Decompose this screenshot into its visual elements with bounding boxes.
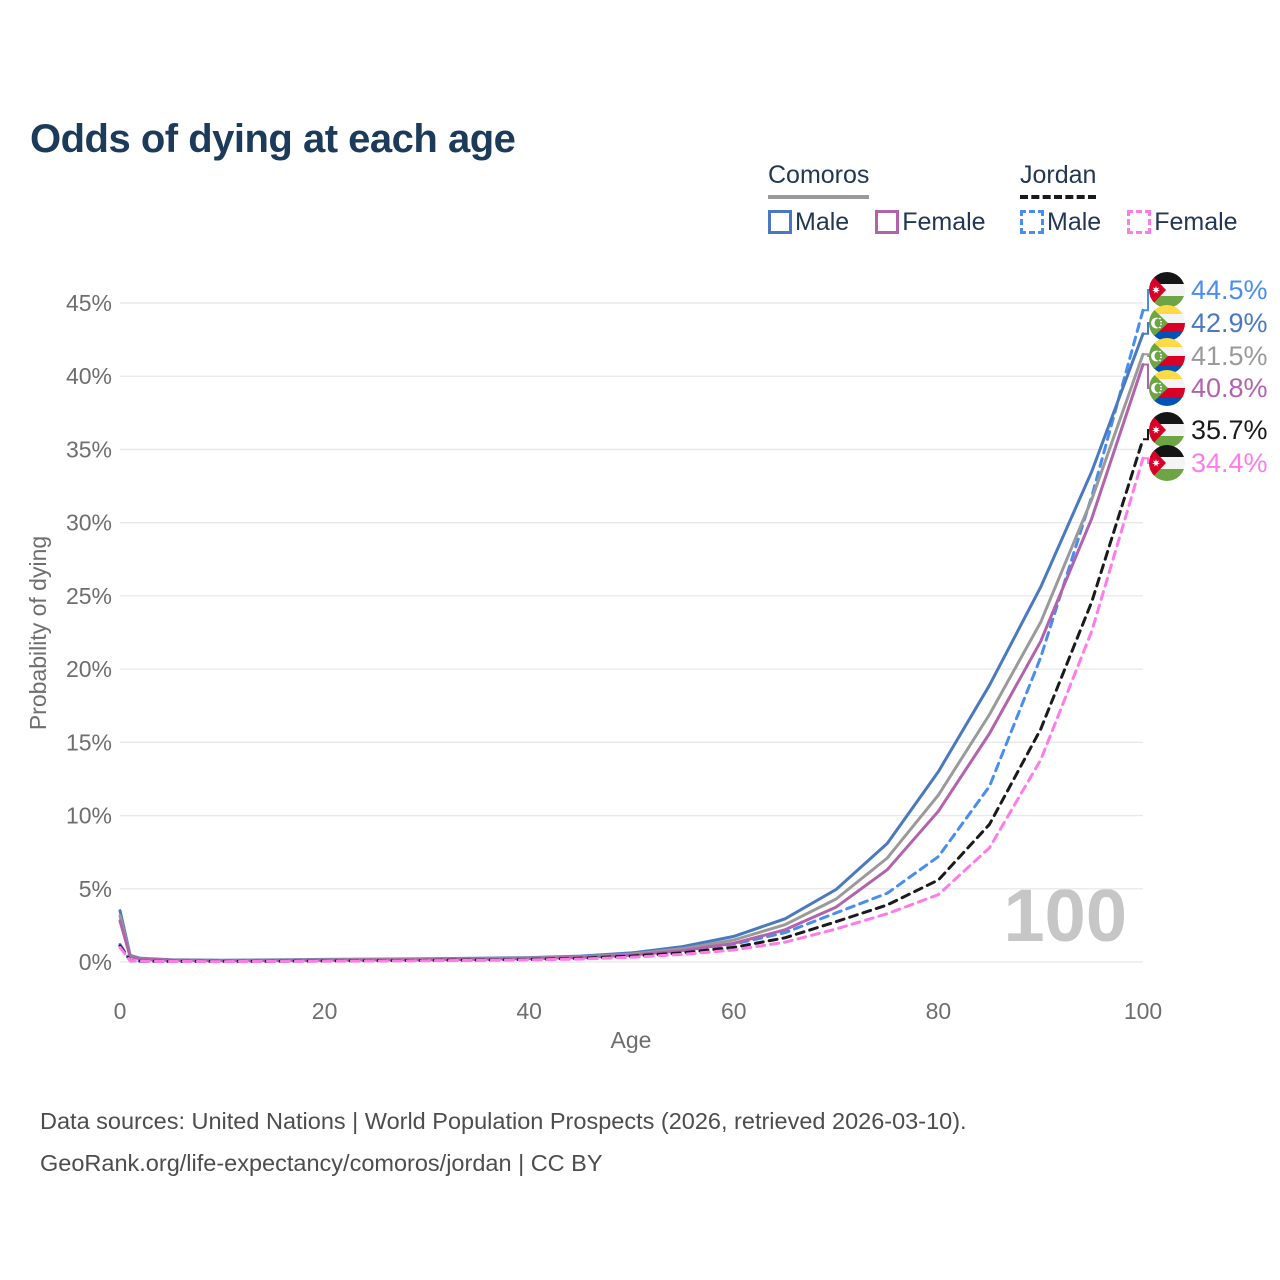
comoros-flag-icon [1149, 370, 1185, 406]
end-value-label-comoros-both-sexes: 41.5% [1191, 341, 1268, 371]
legend-country-comoros[interactable]: Comoros [768, 161, 870, 199]
series-line-comoros-both-sexes[interactable] [118, 352, 1145, 962]
legend-item-label: Male [1047, 207, 1102, 236]
line-style-swatch-icon [1020, 210, 1044, 234]
y-tick-label: 40% [66, 363, 112, 389]
legend-item-label: Female [1154, 207, 1238, 236]
data-sources-note: Data sources: United Nations | World Pop… [40, 1108, 967, 1134]
legend-row: Male Female [1020, 208, 1238, 237]
x-axis-title: Age [611, 1027, 652, 1053]
jordan-flag-icon [1149, 412, 1185, 448]
y-tick-label: 20% [66, 656, 112, 682]
end-value-label-comoros-female: 40.8% [1191, 373, 1268, 403]
gridlines [120, 302, 1143, 963]
x-tick-label: 80 [926, 998, 952, 1024]
legend-country-jordan[interactable]: Jordan [1020, 161, 1097, 199]
end-value-label-comoros-male: 42.9% [1191, 308, 1268, 338]
end-value-label-jordan-male: 44.5% [1191, 275, 1268, 305]
series-line-jordan-male[interactable] [118, 308, 1145, 963]
legend-row: Male Female [768, 208, 986, 237]
x-tick-label: 60 [721, 998, 747, 1024]
series-end-labels: 44.5%42.9%41.5%40.8% 35.7%34.4% [1143, 272, 1268, 481]
page-title: Odds of dying at each age [30, 116, 516, 161]
legend-item-label: Female [902, 207, 986, 236]
legend-group-comoros: Comoros Male Female [768, 161, 986, 237]
y-tick-label: 15% [66, 729, 112, 755]
y-tick-label: 5% [79, 876, 112, 902]
y-tick-label: 0% [79, 949, 112, 975]
x-tick-label: 0 [114, 998, 127, 1024]
series-line-comoros-male[interactable] [118, 332, 1145, 962]
legend-item-jordan-male[interactable]: Male [1020, 208, 1101, 237]
line-style-swatch-icon [875, 210, 900, 234]
x-tick-label: 40 [516, 998, 542, 1024]
comoros-flag-icon [1149, 338, 1185, 374]
x-tick-label: 20 [312, 998, 338, 1024]
series-line-jordan-both-sexes[interactable] [118, 437, 1145, 963]
end-value-label-jordan-female: 34.4% [1191, 448, 1268, 478]
y-tick-label: 45% [66, 290, 112, 316]
line-style-swatch-icon [768, 210, 792, 234]
x-tick-label: 100 [1124, 998, 1162, 1024]
series-lines [118, 308, 1145, 964]
jordan-flag-icon [1149, 445, 1185, 481]
legend-item-jordan-female[interactable]: Female [1127, 207, 1238, 237]
y-tick-label: 35% [66, 436, 112, 462]
age-counter-watermark: 100 [1004, 874, 1127, 957]
y-axis-tick-labels: 0% 5% 10% 15% 20% 25% 30% 35% 40% 45% [66, 290, 112, 975]
comoros-flag-icon [1149, 305, 1185, 341]
legend-group-jordan: Jordan Male Female [1020, 161, 1238, 237]
y-tick-label: 25% [66, 583, 112, 609]
y-axis-title: Probability of dying [25, 536, 51, 730]
attribution-note: GeoRank.org/life-expectancy/comoros/jord… [40, 1150, 603, 1176]
x-axis-tick-labels: 0 20 40 60 80 100 [114, 998, 1163, 1024]
line-style-swatch-icon [1127, 210, 1152, 234]
legend-item-label: Male [795, 207, 850, 236]
y-tick-label: 10% [66, 803, 112, 829]
jordan-flag-icon [1149, 272, 1185, 308]
series-line-jordan-female[interactable] [118, 456, 1145, 964]
y-tick-label: 30% [66, 510, 112, 536]
end-value-label-jordan-both-sexes: 35.7% [1191, 415, 1268, 445]
legend-item-comoros-male[interactable]: Male [768, 208, 849, 237]
series-line-comoros-female[interactable] [118, 363, 1145, 963]
legend-item-comoros-female[interactable]: Female [875, 207, 986, 237]
